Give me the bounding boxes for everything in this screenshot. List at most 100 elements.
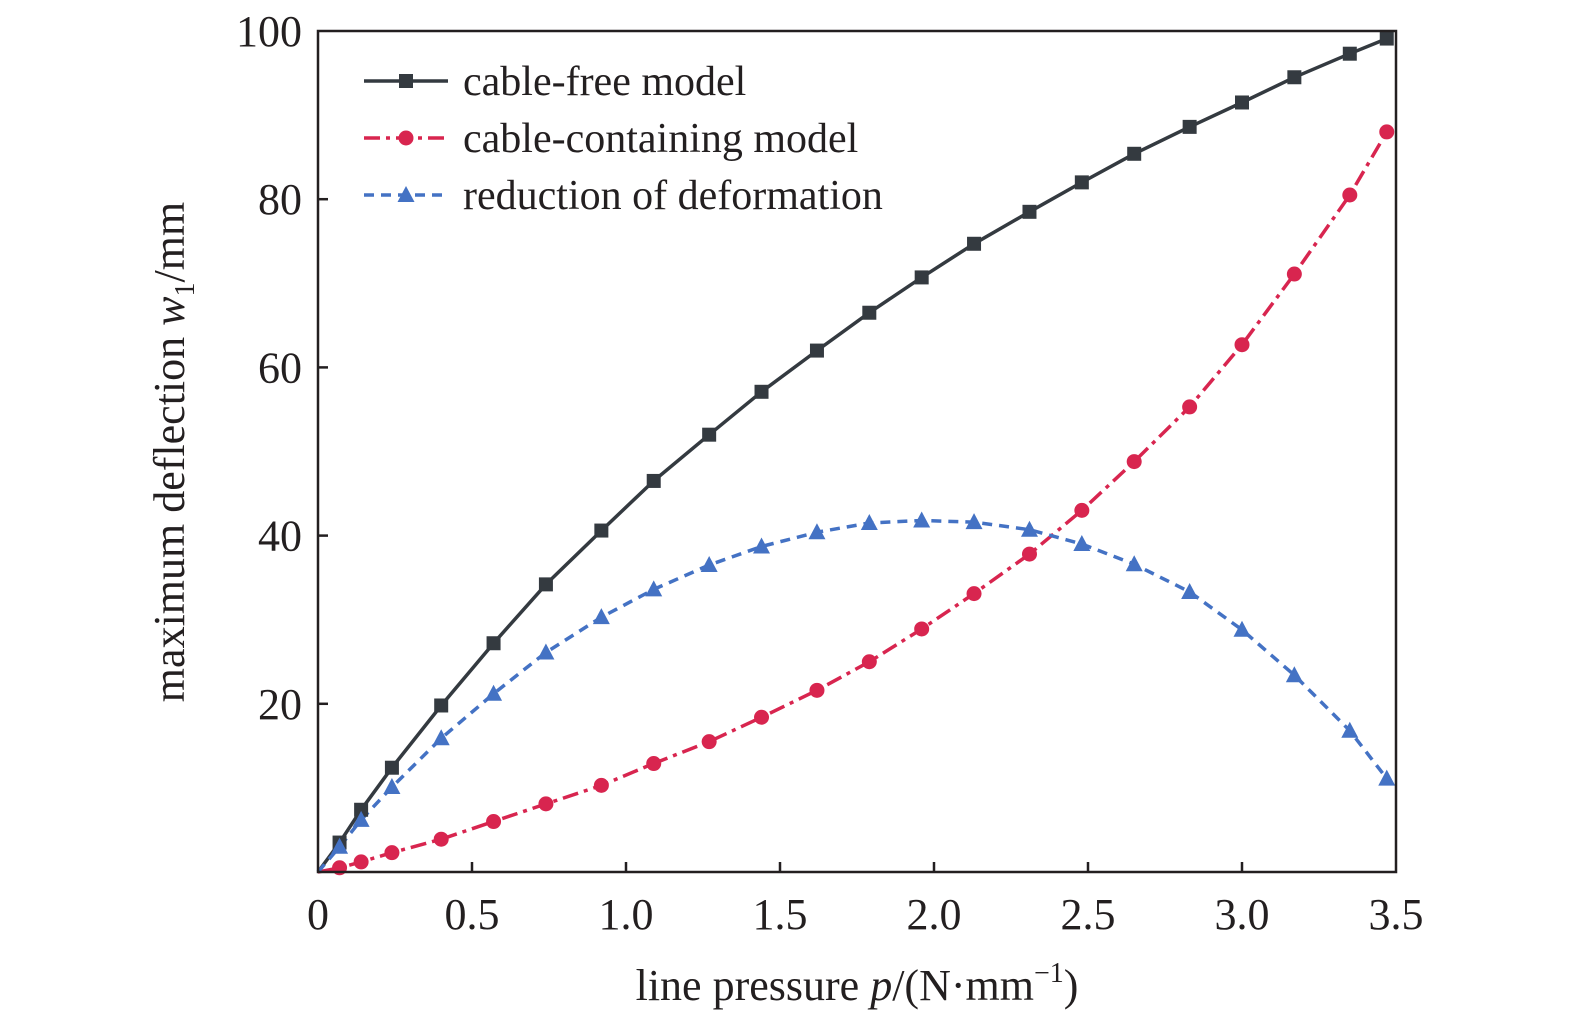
legend-label-2: reduction of deformation	[463, 173, 883, 219]
series-1-point	[1074, 502, 1090, 518]
x-axis-title-suffix: )	[1064, 961, 1079, 1010]
legend-marker-2	[397, 186, 415, 202]
series-0-point	[702, 427, 717, 442]
series-0-point	[1287, 70, 1302, 85]
series-2-point	[645, 580, 663, 597]
x-tick-label: 3.5	[1369, 890, 1424, 939]
y-tick-label: 80	[258, 175, 302, 224]
series-1-point	[861, 654, 877, 670]
series-0-point	[1127, 146, 1142, 161]
series-0-point	[1235, 95, 1249, 110]
series-2-point	[1125, 555, 1143, 572]
series-0-point	[354, 802, 369, 817]
series-2-point	[331, 837, 349, 854]
series-0-point	[914, 270, 929, 285]
series-2-point	[352, 810, 370, 827]
series-2-point	[1181, 582, 1199, 599]
x-axis-title-sup: −1	[1034, 958, 1064, 989]
series-1-point	[538, 796, 554, 812]
series-0-point	[384, 760, 399, 775]
series-0-point	[754, 384, 769, 399]
y-axis-title-var: w	[145, 296, 194, 326]
x-axis-title-unit: /(N·mm	[892, 961, 1034, 1010]
series-1-point	[353, 854, 369, 870]
series-2-point	[1020, 520, 1038, 537]
series-0-point	[538, 577, 553, 592]
series-2-point	[592, 608, 610, 625]
x-axis-title-prefix: line pressure	[636, 961, 871, 1010]
series-1-point	[1021, 546, 1037, 562]
series-2-point	[1378, 769, 1396, 786]
y-tick-label: 60	[258, 343, 302, 392]
x-tick-label: 2.0	[907, 890, 962, 939]
x-tick-label: 0.5	[445, 890, 500, 939]
series-2-point	[1233, 620, 1251, 637]
series-1-point	[486, 814, 502, 830]
plot-frame	[316, 29, 1398, 874]
x-axis-ticks: 0 0.5 1.0 1.5 2.0 2.5 3.0 3.5	[307, 862, 1424, 939]
x-tick-label: 1.5	[753, 890, 808, 939]
series-1-point	[966, 586, 982, 602]
series-1-point	[1234, 337, 1250, 353]
series-2-point	[860, 513, 878, 530]
series-2-point	[913, 511, 931, 528]
y-tick-label: 40	[258, 512, 302, 561]
series-2-point	[1341, 721, 1359, 738]
series-1-point	[1126, 454, 1142, 470]
series-2-point	[753, 537, 771, 554]
legend-marker-1	[398, 130, 414, 146]
series-2-point	[965, 513, 983, 530]
y-tick-label: 20	[258, 680, 302, 729]
series-0-point	[809, 343, 824, 358]
series-line-0	[316, 36, 1388, 874]
series-2-point	[1285, 666, 1303, 683]
series-1-point	[384, 845, 400, 861]
series-0-point	[594, 523, 609, 538]
series-2-point	[700, 556, 718, 573]
series-0-point	[1342, 46, 1357, 61]
x-tick-label: 0	[307, 890, 329, 939]
series-0-point	[1379, 31, 1394, 46]
series-0-point	[434, 698, 449, 713]
series-0-point	[862, 305, 877, 320]
series-2-point	[485, 684, 503, 701]
series-line-1	[317, 131, 1389, 874]
series-2-point	[432, 729, 450, 746]
x-axis-title: line pressure p/(N·mm−1)	[636, 958, 1079, 1010]
legend: cable-free model cable-containing model re…	[364, 59, 883, 219]
y-axis-ticks: 20 40 60 80 100	[236, 7, 328, 729]
series-0-point	[1022, 204, 1037, 219]
y-axis-title-suffix: /mm	[145, 202, 194, 283]
series-2-point	[808, 523, 826, 540]
series-1-point	[1286, 266, 1302, 282]
series-1-point	[754, 709, 770, 725]
series-1-point	[701, 734, 717, 750]
series-0-point	[1182, 119, 1197, 134]
series-1-point	[1379, 124, 1395, 140]
x-tick-label: 2.5	[1061, 890, 1116, 939]
series-0-point	[967, 236, 982, 251]
series-2-point	[383, 778, 401, 795]
series-0-point	[1074, 175, 1089, 190]
series-1-point	[593, 777, 609, 793]
series-line-2	[316, 518, 1389, 874]
x-tick-label: 3.0	[1215, 890, 1270, 939]
series-1-point	[914, 621, 930, 637]
y-axis-title-prefix: maximum deflection	[145, 326, 194, 702]
y-axis-title-sub: 1	[170, 282, 201, 296]
series-1-point	[1342, 187, 1358, 203]
series-1-point	[646, 756, 662, 772]
legend-label-1: cable-containing model	[463, 116, 858, 162]
series-1-point	[809, 682, 825, 698]
x-axis-title-var: p	[867, 961, 892, 1010]
series-2-point	[537, 643, 555, 660]
legend-label-0: cable-free model	[463, 59, 746, 105]
series-0-point	[486, 636, 501, 651]
series-2-point	[1073, 535, 1091, 552]
series-1-point	[1182, 399, 1198, 415]
legend-marker-0	[399, 74, 413, 88]
series-1-point	[433, 831, 449, 847]
plot-lines	[316, 36, 1389, 874]
y-tick-label: 100	[236, 7, 302, 56]
